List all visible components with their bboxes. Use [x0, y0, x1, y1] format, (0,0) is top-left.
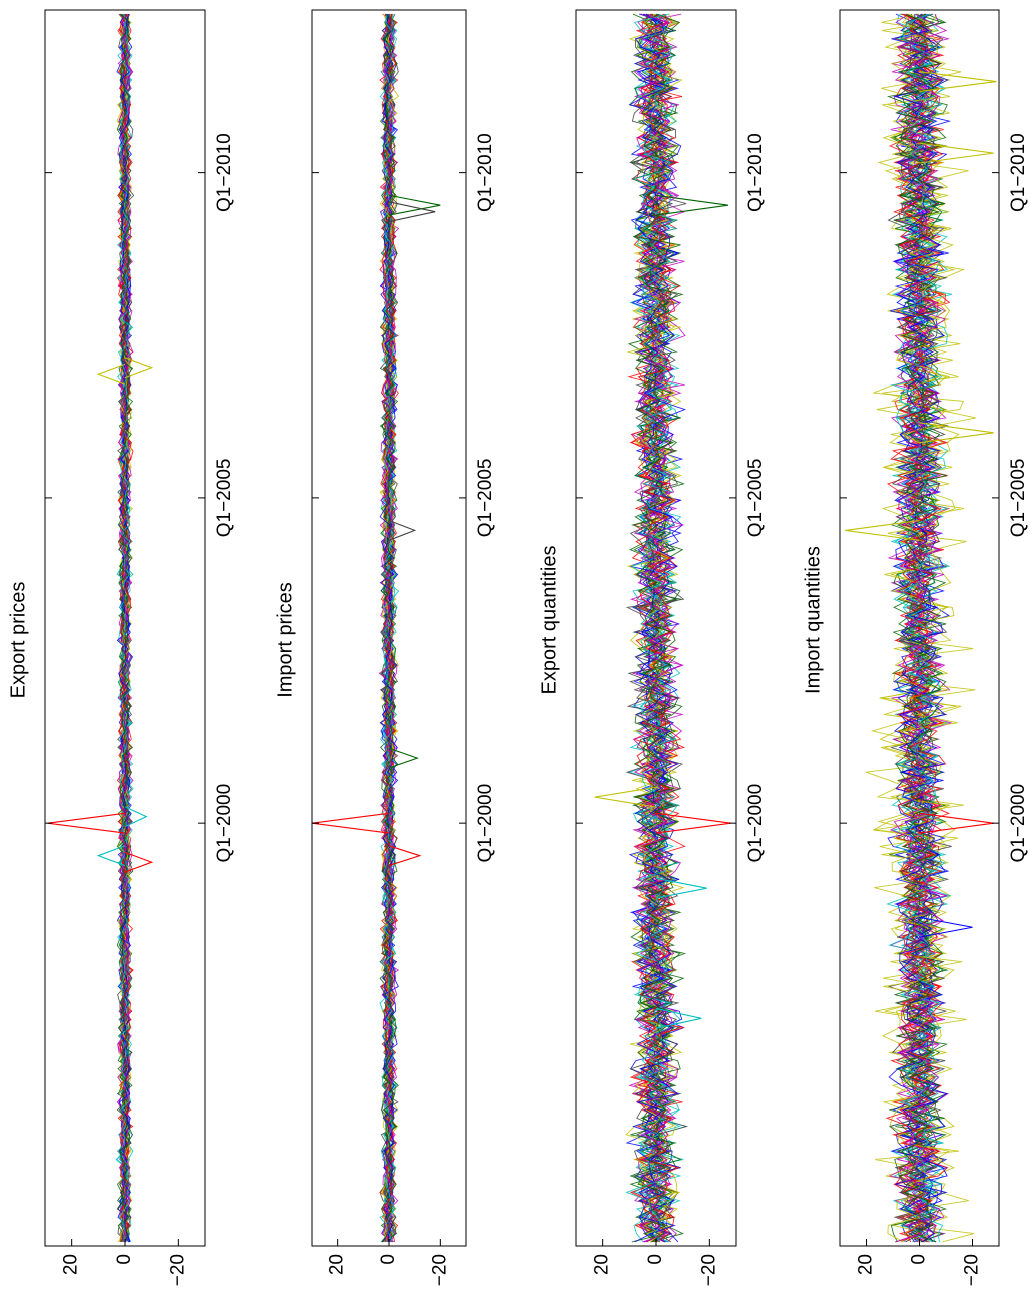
spike-mark — [388, 747, 419, 769]
x-tick-label: Q1−2010 — [1008, 133, 1029, 212]
series-line — [629, 13, 683, 1243]
x-tick-label: Q1−2000 — [1008, 784, 1029, 863]
spike-mark — [919, 916, 973, 938]
series-line — [629, 13, 685, 1243]
x-tick-label: Q1−2005 — [745, 459, 766, 538]
y-tick-label: −20 — [962, 1254, 983, 1286]
series-line — [888, 13, 948, 1243]
y-tick-label: 0 — [645, 1254, 666, 1265]
spike-mark — [655, 1007, 702, 1029]
spike-mark — [845, 519, 920, 541]
y-tick-label: 20 — [61, 1254, 82, 1275]
x-tick-label: Q1−2005 — [1008, 459, 1029, 538]
y-tick-label: −20 — [167, 1254, 188, 1286]
y-tick-label: −20 — [698, 1254, 719, 1286]
series-line — [628, 13, 687, 1243]
spike-mark — [919, 142, 994, 164]
spike-mark — [124, 851, 154, 873]
x-tick-label: Q1−2000 — [745, 784, 766, 863]
y-tick-label: 0 — [909, 1254, 930, 1265]
spike-mark — [655, 877, 707, 899]
x-tick-label: Q1−2010 — [475, 133, 496, 212]
series-line — [118, 13, 132, 1243]
series-line — [380, 14, 398, 1243]
x-tick-label: Q1−2005 — [475, 459, 496, 538]
panel-4: 20 0 −20 Q1−2000 Q1−2005 Q1−2010 Import quanti… — [802, 9, 1029, 1286]
spike-mark — [655, 194, 729, 216]
y-tick-label: 20 — [592, 1254, 613, 1275]
series-line — [116, 14, 134, 1242]
x-tick-label: Q1−2000 — [475, 784, 496, 863]
panel-title: Import quantities — [802, 546, 824, 694]
spike-mark — [388, 520, 417, 541]
x-tick-label: Q1−2010 — [745, 133, 766, 212]
y-tick-label: 0 — [114, 1254, 135, 1265]
series-line — [629, 13, 684, 1243]
series-group — [845, 13, 997, 1243]
series-line — [886, 13, 948, 1243]
series-line — [381, 13, 399, 1243]
spike-mark — [96, 845, 126, 867]
spike-mark — [919, 71, 997, 92]
series-line — [625, 14, 680, 1243]
x-tick-label: Q1−2000 — [214, 784, 235, 863]
panel-1: 20 0 −20 Q1−2000 Q1−2005 Q1−2010 Export prices — [7, 9, 235, 1286]
spike-mark — [124, 806, 148, 828]
y-tick-label: −20 — [429, 1254, 450, 1286]
series-line — [116, 13, 133, 1242]
spike-mark — [919, 422, 994, 444]
series-line — [117, 13, 134, 1243]
series-line — [625, 13, 682, 1243]
series-line — [117, 13, 133, 1242]
spike-mark — [388, 194, 441, 216]
spike-mark — [388, 845, 422, 867]
x-tick-label: Q1−2010 — [214, 133, 235, 212]
x-tick-label: Q1−2005 — [214, 459, 235, 538]
spike-mark — [388, 201, 436, 223]
series-line — [627, 13, 685, 1243]
series-group — [594, 13, 731, 1243]
panel-2: 20 0 −20 Q1−2000 Q1−2005 Q1−2010 Import prices — [274, 9, 496, 1286]
series-group — [312, 13, 441, 1243]
series-line — [885, 13, 944, 1243]
series-line — [117, 14, 134, 1242]
spike-mark — [312, 812, 390, 834]
spike-mark — [594, 786, 657, 808]
spike-mark — [124, 357, 154, 379]
panel-3: 20 0 −20 Q1−2000 Q1−2005 Q1−2010 Export quanti… — [538, 9, 766, 1286]
series-group — [47, 13, 154, 1243]
y-tick-label: 20 — [327, 1254, 348, 1275]
panel-title: Export quantities — [538, 546, 560, 695]
series-line — [888, 14, 949, 1243]
spike-mark — [47, 812, 126, 834]
spike-mark — [96, 363, 126, 385]
series-line — [891, 13, 949, 1243]
y-tick-label: 0 — [378, 1254, 399, 1265]
panel-title: Export prices — [7, 582, 29, 699]
panel-title: Import prices — [274, 582, 296, 698]
series-line — [631, 13, 684, 1243]
y-tick-label: 20 — [856, 1254, 877, 1275]
